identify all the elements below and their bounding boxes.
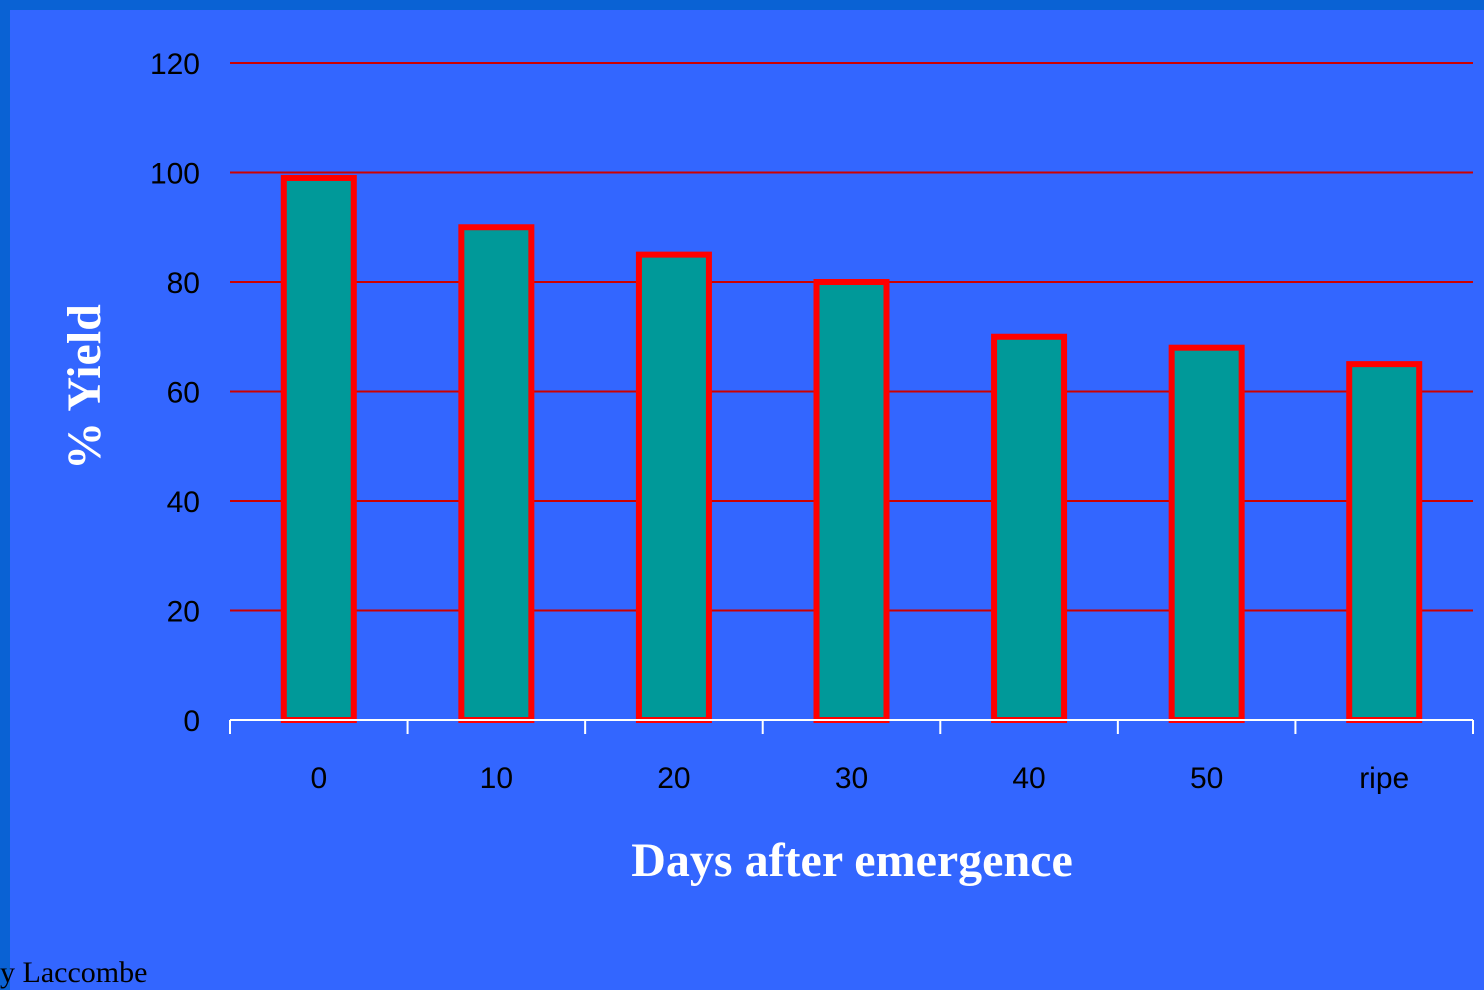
bar-50	[1168, 344, 1245, 723]
y-tick-label: 40	[167, 486, 200, 519]
bar-0	[280, 174, 357, 724]
x-axis	[229, 719, 1474, 734]
bar-10	[458, 224, 535, 723]
bars	[280, 174, 1423, 724]
bar-ripe	[1346, 361, 1423, 723]
y-tick-label: 20	[167, 596, 200, 629]
x-axis-title: Days after emergence	[631, 834, 1073, 887]
y-tick-label: 80	[167, 267, 200, 300]
bar-30	[813, 279, 890, 723]
x-tick-label: 40	[1012, 762, 1045, 795]
y-tick-label: 120	[150, 48, 200, 81]
x-tick-label: 10	[480, 762, 513, 795]
x-tick-label: ripe	[1359, 762, 1409, 795]
y-tick-label: 100	[150, 158, 200, 191]
y-tick-labels: 0 20 40 60 80 100 120	[150, 48, 200, 738]
bar-40	[991, 333, 1068, 723]
x-tick-labels: 0 10 20 30 40 50 ripe	[310, 762, 1409, 795]
x-tick-label: 0	[310, 762, 327, 795]
x-tick-label: 20	[657, 762, 690, 795]
y-tick-label: 60	[167, 377, 200, 410]
x-tick-label: 50	[1190, 762, 1223, 795]
bar-20	[635, 251, 712, 723]
y-tick-label: 0	[183, 705, 200, 738]
credit-text: y Laccombe	[0, 956, 148, 989]
y-axis-title: % Yield	[58, 304, 111, 470]
x-tick-label: 30	[835, 762, 868, 795]
